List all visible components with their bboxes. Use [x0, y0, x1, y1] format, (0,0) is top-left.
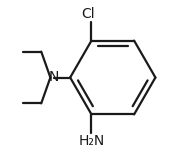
- Text: H₂N: H₂N: [78, 134, 105, 148]
- Text: Cl: Cl: [82, 7, 95, 21]
- Text: N: N: [48, 71, 59, 84]
